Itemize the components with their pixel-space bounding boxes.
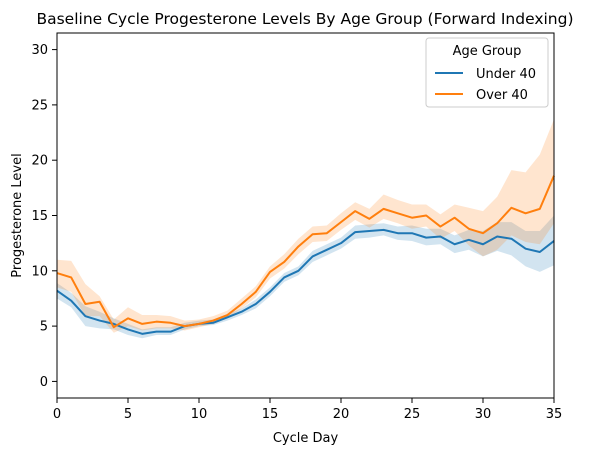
y-tick-label: 20 xyxy=(31,154,48,169)
y-tick-label: 25 xyxy=(31,98,48,113)
y-axis: 0 5 10 15 20 25 30 xyxy=(31,43,57,390)
x-tick-label: 25 xyxy=(404,407,421,422)
x-tick-label: 30 xyxy=(475,407,492,422)
confidence-band-under-40 xyxy=(57,215,554,339)
x-tick-label: 35 xyxy=(546,407,563,422)
legend-label-under-40: Under 40 xyxy=(476,67,536,82)
x-tick-label: 15 xyxy=(262,407,279,422)
plot-area xyxy=(56,119,555,339)
confidence-band-over-40 xyxy=(57,119,554,333)
y-tick-label: 5 xyxy=(40,320,48,335)
y-tick-label: 15 xyxy=(31,209,48,224)
x-tick-label: 5 xyxy=(124,407,132,422)
x-axis-label: Cycle Day xyxy=(273,431,339,446)
y-tick-label: 30 xyxy=(31,43,48,58)
legend-title: Age Group xyxy=(453,44,522,59)
legend-box xyxy=(425,37,549,108)
x-tick-label: 20 xyxy=(333,407,350,422)
x-axis: 0 5 10 15 20 25 30 35 xyxy=(53,398,562,422)
y-tick-label: 0 xyxy=(40,375,48,390)
chart-title: Baseline Cycle Progesterone Levels By Ag… xyxy=(36,10,573,28)
y-axis-label: Progesterone Level xyxy=(10,153,25,277)
legend: Age Group Under 40 Over 40 xyxy=(425,37,549,108)
x-tick-label: 10 xyxy=(191,407,208,422)
x-tick-label: 0 xyxy=(53,407,61,422)
series-line-under-40 xyxy=(56,228,555,335)
series-line-over-40 xyxy=(56,175,555,329)
legend-label-over-40: Over 40 xyxy=(476,88,528,103)
y-tick-label: 10 xyxy=(31,264,48,279)
